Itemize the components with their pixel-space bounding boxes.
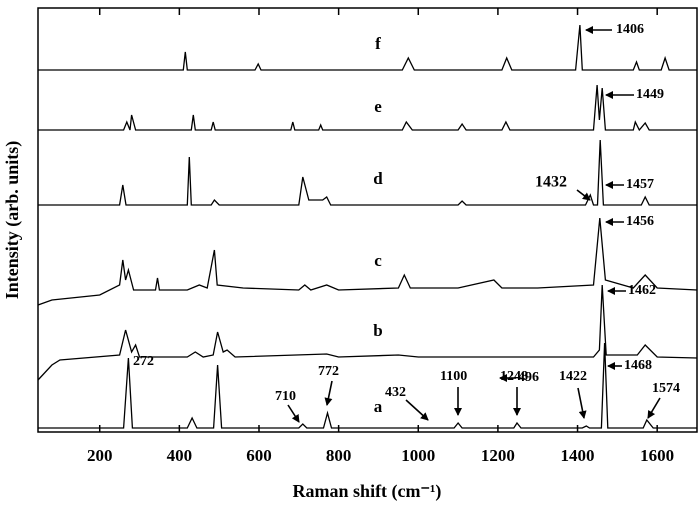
- peak-label: 1248: [500, 369, 528, 384]
- y-axis-label: Intensity (arb. units): [2, 141, 23, 300]
- trace-label: c: [374, 251, 382, 270]
- x-tick-label: 600: [246, 446, 272, 465]
- peak-label: 432: [385, 385, 406, 400]
- x-tick-label: 1400: [561, 446, 595, 465]
- peak-label: 1432: [535, 174, 567, 191]
- peak-label: 272: [133, 354, 154, 369]
- peak-label: 1462: [628, 283, 656, 298]
- peak-label: 1456: [626, 214, 654, 229]
- x-tick-label: 800: [326, 446, 352, 465]
- spectrum-line: [38, 139, 697, 206]
- spectrum-line: [37, 284, 698, 381]
- arrow: [647, 397, 661, 419]
- peak-label: 1100: [440, 369, 467, 384]
- arrow: [405, 399, 429, 421]
- spectrum-line: [38, 24, 697, 71]
- plot-frame: [37, 7, 698, 433]
- x-axis-label: Raman shift (cm⁻¹): [293, 481, 442, 502]
- arrow: [324, 380, 333, 406]
- trace-label: e: [374, 97, 382, 116]
- peak-label: 710: [275, 389, 296, 404]
- trace-label: f: [375, 34, 381, 53]
- trace-label: d: [373, 169, 383, 188]
- arrow: [576, 189, 591, 201]
- x-tick-label: 1000: [401, 446, 435, 465]
- peak-label: 772: [318, 364, 339, 379]
- arrow: [577, 387, 587, 419]
- spectrum-line: [37, 217, 698, 306]
- peak-label: 1468: [624, 358, 652, 373]
- annotations: 272 432 496 710 772 1100 1248 1422 1468 …: [133, 22, 680, 423]
- peak-label: 496: [518, 370, 539, 385]
- x-tick-label: 400: [167, 446, 193, 465]
- arrow: [287, 404, 300, 423]
- peak-label: 1406: [616, 22, 644, 37]
- peak-label: 1457: [626, 177, 654, 192]
- peak-label: 1574: [652, 381, 680, 396]
- trace-label: b: [373, 321, 382, 340]
- x-tick-label: 200: [87, 446, 113, 465]
- x-tick-label: 1600: [640, 446, 674, 465]
- peak-label: 1422: [559, 369, 587, 384]
- peak-label: 1449: [636, 87, 664, 102]
- spectrum-line: [38, 84, 697, 132]
- spectrum-line: [38, 342, 697, 429]
- x-tick-label: 1200: [481, 446, 515, 465]
- trace-label: a: [374, 397, 383, 416]
